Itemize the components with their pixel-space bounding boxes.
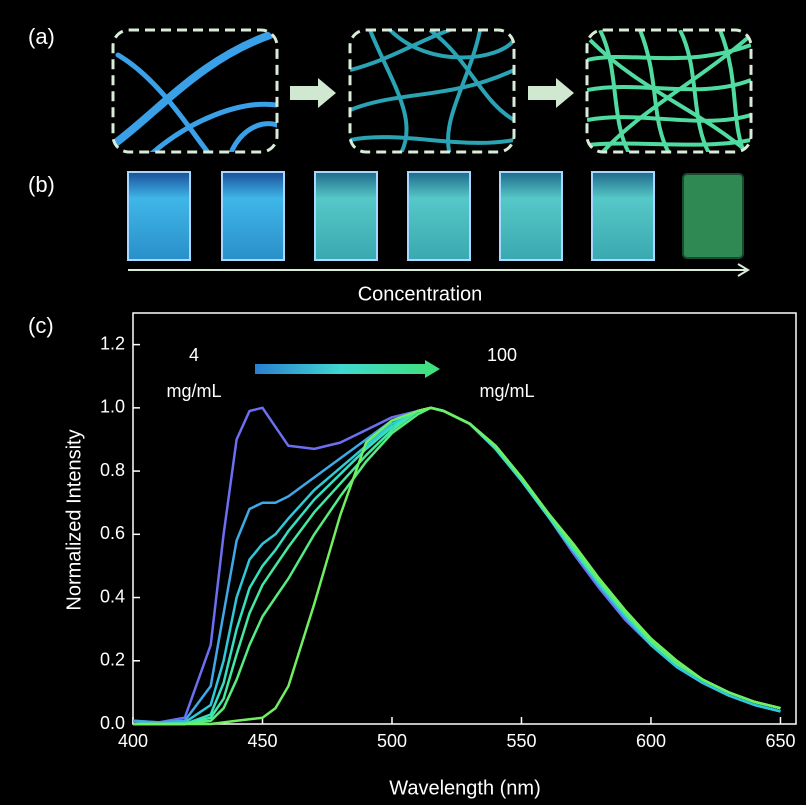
y-tick-label: 0.0 [100,713,125,733]
y-axis-label: Normalized Intensity [63,429,85,610]
x-tick-label: 600 [636,731,666,751]
fiber-box [348,28,516,154]
spectrum-line [133,406,781,726]
x-tick-label: 450 [247,731,277,751]
x-tick-label: 400 [118,731,148,751]
x-tick-label: 500 [377,731,407,751]
y-tick-label: 0.6 [100,523,125,543]
plot-frame [132,312,797,725]
y-tick-label: 0.4 [100,586,125,606]
x-axis-label: Wavelength (nm) [389,777,541,799]
vials [127,171,744,261]
concentration-arrow [128,263,750,277]
fiber-box [585,28,753,154]
y-tick-label: 1.2 [100,333,125,353]
annotation: 4 [189,345,199,365]
panel-label: (a) [28,24,55,49]
x-tick-label: 650 [765,731,795,751]
arrow [290,78,336,108]
annotation: mg/mL [166,381,221,401]
y-tick-label: 0.2 [100,650,125,670]
annotation: mg/mL [479,381,534,401]
concentration-label: Concentration [358,283,483,305]
arrow [528,78,574,108]
panel-label: (c) [28,313,54,338]
y-tick-label: 0.8 [100,460,125,480]
concentration-gradient-arrow [255,360,440,378]
x-tick-label: 550 [506,731,536,751]
y-tick-label: 1.0 [100,397,125,417]
spectrum-line [133,406,781,726]
panel-label: (b) [28,172,55,197]
annotation: 100 [487,345,517,365]
fiber-box [111,28,279,154]
